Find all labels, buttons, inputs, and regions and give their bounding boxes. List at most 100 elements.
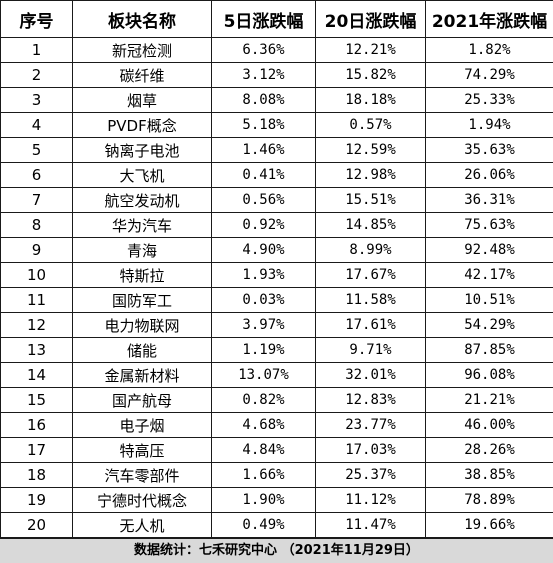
cell-5day-change: 3.97%: [211, 312, 316, 338]
cell-index: 13: [0, 337, 73, 363]
cell-2021-change: 38.85%: [425, 462, 553, 488]
cell-5day-change: 5.18%: [211, 112, 316, 138]
cell-index: 6: [0, 162, 73, 188]
cell-2021-change: 75.63%: [425, 212, 553, 238]
table-row: 5 钠离子电池 1.46% 12.59% 35.63%: [0, 137, 553, 163]
cell-20day-change: 15.51%: [315, 187, 426, 213]
cell-5day-change: 1.90%: [211, 487, 316, 513]
cell-20day-change: 12.21%: [315, 37, 426, 63]
cell-sector-name: 青海: [72, 237, 212, 263]
table-row: 11 国防军工 0.03% 11.58% 10.51%: [0, 287, 553, 313]
cell-5day-change: 8.08%: [211, 87, 316, 113]
cell-2021-change: 92.48%: [425, 237, 553, 263]
cell-2021-change: 87.85%: [425, 337, 553, 363]
table-row: 10 特斯拉 1.93% 17.67% 42.17%: [0, 262, 553, 288]
cell-20day-change: 23.77%: [315, 412, 426, 438]
cell-index: 2: [0, 62, 73, 88]
table-row: 1 新冠检测 6.36% 12.21% 1.82%: [0, 37, 553, 63]
cell-sector-name: 碳纤维: [72, 62, 212, 88]
cell-20day-change: 12.59%: [315, 137, 426, 163]
cell-sector-name: 特高压: [72, 437, 212, 463]
cell-5day-change: 0.49%: [211, 512, 316, 538]
cell-sector-name: 无人机: [72, 512, 212, 538]
cell-index: 12: [0, 312, 73, 338]
table-row: 16 电子烟 4.68% 23.77% 46.00%: [0, 412, 553, 438]
cell-5day-change: 0.41%: [211, 162, 316, 188]
cell-2021-change: 36.31%: [425, 187, 553, 213]
cell-2021-change: 42.17%: [425, 262, 553, 288]
cell-5day-change: 3.12%: [211, 62, 316, 88]
cell-index: 18: [0, 462, 73, 488]
cell-index: 15: [0, 387, 73, 413]
cell-2021-change: 19.66%: [425, 512, 553, 538]
cell-5day-change: 1.66%: [211, 462, 316, 488]
cell-index: 3: [0, 87, 73, 113]
cell-sector-name: 汽车零部件: [72, 462, 212, 488]
cell-sector-name: 钠离子电池: [72, 137, 212, 163]
cell-5day-change: 1.93%: [211, 262, 316, 288]
cell-sector-name: 特斯拉: [72, 262, 212, 288]
cell-5day-change: 6.36%: [211, 37, 316, 63]
cell-index: 4: [0, 112, 73, 138]
cell-2021-change: 25.33%: [425, 87, 553, 113]
table-row: 4 PVDF概念 5.18% 0.57% 1.94%: [0, 112, 553, 138]
cell-2021-change: 1.94%: [425, 112, 553, 138]
cell-20day-change: 15.82%: [315, 62, 426, 88]
header-20day-change: 20日涨跌幅: [315, 0, 426, 38]
cell-5day-change: 4.90%: [211, 237, 316, 263]
cell-index: 1: [0, 37, 73, 63]
table-row: 3 烟草 8.08% 18.18% 25.33%: [0, 87, 553, 113]
cell-index: 14: [0, 362, 73, 388]
cell-sector-name: PVDF概念: [72, 112, 212, 138]
cell-20day-change: 12.98%: [315, 162, 426, 188]
cell-5day-change: 1.19%: [211, 337, 316, 363]
cell-20day-change: 11.58%: [315, 287, 426, 313]
cell-5day-change: 1.46%: [211, 137, 316, 163]
cell-sector-name: 金属新材料: [72, 362, 212, 388]
cell-5day-change: 0.56%: [211, 187, 316, 213]
table-row: 9 青海 4.90% 8.99% 92.48%: [0, 237, 553, 263]
cell-20day-change: 14.85%: [315, 212, 426, 238]
table-body: 1 新冠检测 6.36% 12.21% 1.82% 2 碳纤维 3.12% 15.82% 74.2…: [0, 37, 553, 538]
cell-5day-change: 4.84%: [211, 437, 316, 463]
cell-20day-change: 0.57%: [315, 112, 426, 138]
cell-2021-change: 26.06%: [425, 162, 553, 188]
cell-20day-change: 17.61%: [315, 312, 426, 338]
header-sector-name: 板块名称: [72, 0, 212, 38]
cell-2021-change: 10.51%: [425, 287, 553, 313]
cell-sector-name: 国防军工: [72, 287, 212, 313]
cell-2021-change: 21.21%: [425, 387, 553, 413]
table-row: 2 碳纤维 3.12% 15.82% 74.29%: [0, 62, 553, 88]
cell-2021-change: 35.63%: [425, 137, 553, 163]
cell-2021-change: 28.26%: [425, 437, 553, 463]
table-row: 8 华为汽车 0.92% 14.85% 75.63%: [0, 212, 553, 238]
cell-index: 11: [0, 287, 73, 313]
cell-2021-change: 54.29%: [425, 312, 553, 338]
table-row: 19 宁德时代概念 1.90% 11.12% 78.89%: [0, 487, 553, 513]
cell-5day-change: 0.82%: [211, 387, 316, 413]
cell-2021-change: 96.08%: [425, 362, 553, 388]
header-row: 序号 板块名称 5日涨跌幅 20日涨跌幅 2021年涨跌幅: [0, 0, 553, 38]
cell-20day-change: 25.37%: [315, 462, 426, 488]
header-5day-change: 5日涨跌幅: [211, 0, 316, 38]
cell-20day-change: 18.18%: [315, 87, 426, 113]
cell-20day-change: 9.71%: [315, 337, 426, 363]
cell-index: 17: [0, 437, 73, 463]
table-row: 13 储能 1.19% 9.71% 87.85%: [0, 337, 553, 363]
cell-sector-name: 储能: [72, 337, 212, 363]
cell-20day-change: 32.01%: [315, 362, 426, 388]
cell-2021-change: 46.00%: [425, 412, 553, 438]
cell-index: 5: [0, 137, 73, 163]
cell-2021-change: 78.89%: [425, 487, 553, 513]
cell-sector-name: 大飞机: [72, 162, 212, 188]
cell-index: 9: [0, 237, 73, 263]
cell-20day-change: 8.99%: [315, 237, 426, 263]
table-row: 18 汽车零部件 1.66% 25.37% 38.85%: [0, 462, 553, 488]
cell-sector-name: 华为汽车: [72, 212, 212, 238]
cell-sector-name: 烟草: [72, 87, 212, 113]
cell-20day-change: 17.03%: [315, 437, 426, 463]
cell-index: 10: [0, 262, 73, 288]
cell-sector-name: 新冠检测: [72, 37, 212, 63]
cell-index: 20: [0, 512, 73, 538]
